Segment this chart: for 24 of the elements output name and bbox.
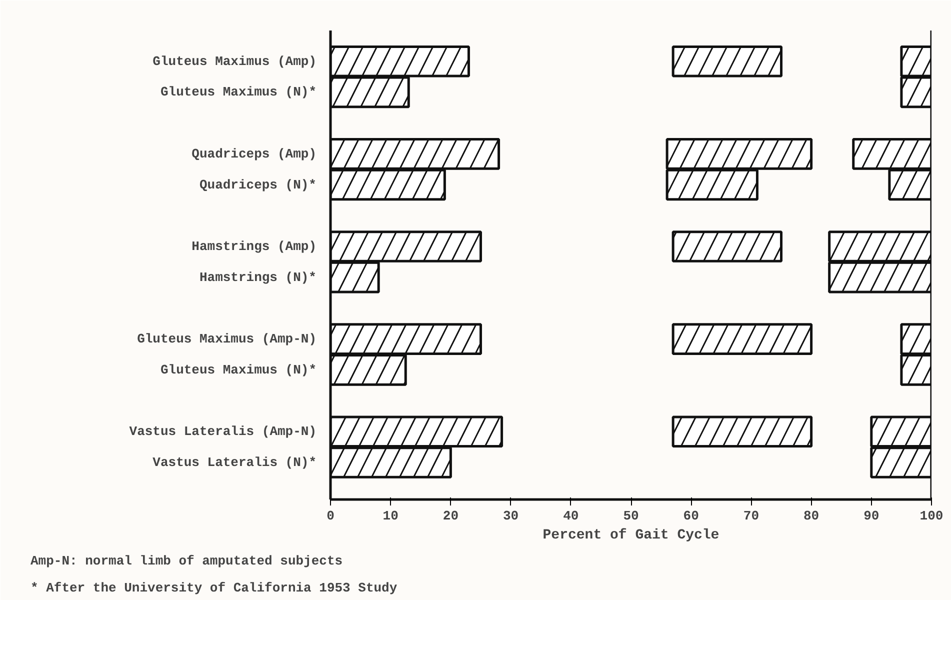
x-tick-label: 10	[382, 508, 399, 524]
y-tick-label: Hamstrings (Amp)	[192, 238, 317, 254]
x-tick-label: 30	[503, 508, 519, 524]
y-tick-label: Gluteus Maximus (Amp)	[152, 54, 316, 69]
y-tick-label: Quadriceps (N)*	[199, 177, 317, 192]
x-tick-label: 20	[442, 508, 459, 524]
x-tick-label: 40	[563, 508, 579, 524]
x-tick-label: 70	[743, 508, 760, 524]
y-tick-label: Vastus Lateralis (Amp-N)	[129, 424, 317, 440]
x-tick-label: 100	[920, 508, 944, 524]
y-tick-label: Quadriceps (Amp)	[192, 146, 317, 162]
x-tick-label: 0	[326, 508, 335, 524]
y-tick-label: Hamstrings (N)*	[199, 270, 317, 285]
text: * After the University of California 1953 Study	[30, 580, 398, 596]
text: Amp-N: normal limb of amputated subjects	[30, 554, 343, 568]
x-axis-title: Percent of Gait Cycle	[542, 528, 720, 544]
x-tick-label: 90	[864, 508, 880, 524]
x-tick-label: 60	[683, 508, 700, 524]
x-tick-label: 80	[804, 508, 820, 524]
y-tick-label: Gluteus Maximus (Amp-N)	[137, 332, 317, 347]
y-tick-label: Gluteus Maximus (N)*	[160, 84, 317, 100]
y-tick-label: Vastus Lateralis (N)*	[152, 454, 316, 470]
y-tick-label: Gluteus Maximus (N)*	[160, 362, 317, 378]
x-tick-label: 50	[623, 508, 639, 524]
